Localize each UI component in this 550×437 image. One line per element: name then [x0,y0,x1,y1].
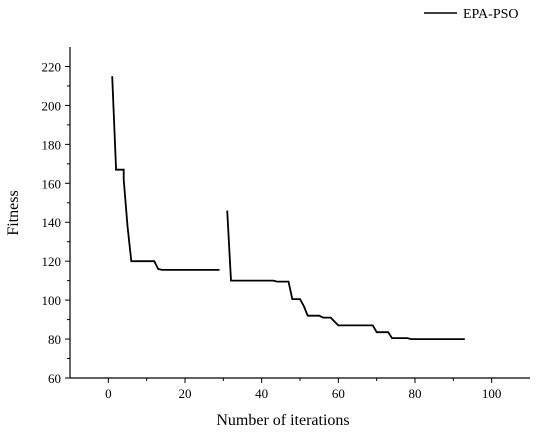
y-tick-label: 200 [42,98,62,113]
ticks: 60 80 100 120 140 160 180 200 220 0 20 40 60 80 100 [42,59,502,401]
legend-label-epa-pso: EPA-PSO [463,7,519,22]
series-line-segment-1 [111,76,220,271]
series-line-segment-2 [226,210,465,341]
y-tick-label: 180 [42,137,62,152]
axes [69,47,530,379]
plot-area [111,76,465,341]
y-axis-label: Fitness [5,190,22,235]
y-tick-label: 160 [42,176,62,191]
y-tick-label: 80 [48,332,61,347]
x-tick-label: 0 [105,386,112,401]
y-tick-label: 60 [48,371,61,386]
x-axis-label: Number of iterations [216,412,349,429]
y-tick-label: 120 [42,254,62,269]
y-tick-label: 220 [42,59,62,74]
x-tick-label: 40 [255,386,268,401]
x-tick-label: 80 [409,386,422,401]
x-tick-label: 60 [332,386,345,401]
y-tick-label: 100 [42,293,62,308]
x-tick-label: 20 [179,386,192,401]
x-tick-label: 100 [482,386,502,401]
legend: EPA-PSO [424,7,519,22]
y-tick-label: 140 [42,215,62,230]
